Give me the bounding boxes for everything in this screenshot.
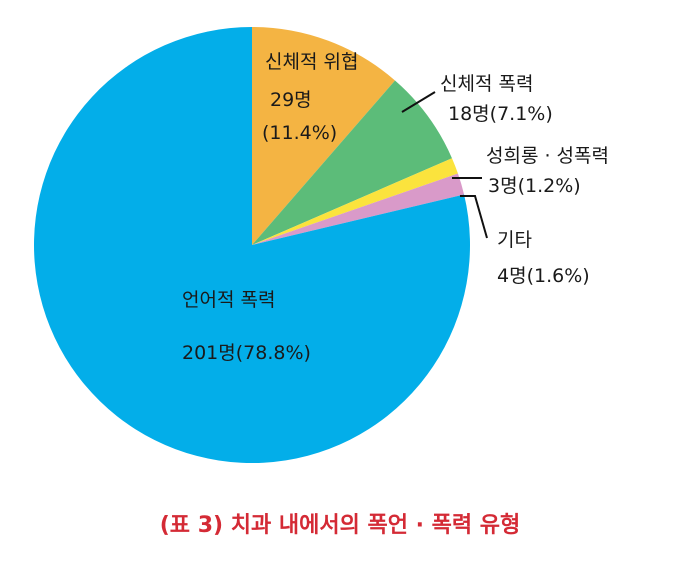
pie-slices [34, 27, 471, 464]
pie-slice-other [252, 173, 465, 245]
count-physical-violence: 18명(7.1%) [448, 103, 553, 125]
count-physical-threat: 29명 [270, 89, 312, 111]
label-sexual-harassment: 성희롱 · 성폭력 [486, 145, 609, 167]
count-other: 4명(1.6%) [497, 265, 590, 287]
label-physical-threat: 신체적 위협 [265, 51, 358, 73]
chart-title: (표 3) 치과 내에서의 폭언 · 폭력 유형 [160, 513, 521, 538]
percent-physical-threat: (11.4%) [262, 122, 337, 144]
pie-slice-physical-threat [252, 27, 396, 245]
pie-slice-sexual-harassment [252, 158, 458, 245]
count-verbal-abuse: 201명(78.8%) [182, 342, 311, 364]
pie-slice-physical-violence [252, 80, 452, 245]
pie-slice-verbal-abuse [34, 27, 471, 464]
label-verbal-abuse: 언어적 폭력 [182, 289, 275, 311]
leader-line-physical-violence [401, 91, 436, 113]
leader-line-other [460, 195, 488, 239]
label-other: 기타 [497, 229, 532, 251]
count-sexual-harassment: 3명(1.2%) [488, 175, 581, 197]
label-physical-violence: 신체적 폭력 [440, 73, 533, 95]
